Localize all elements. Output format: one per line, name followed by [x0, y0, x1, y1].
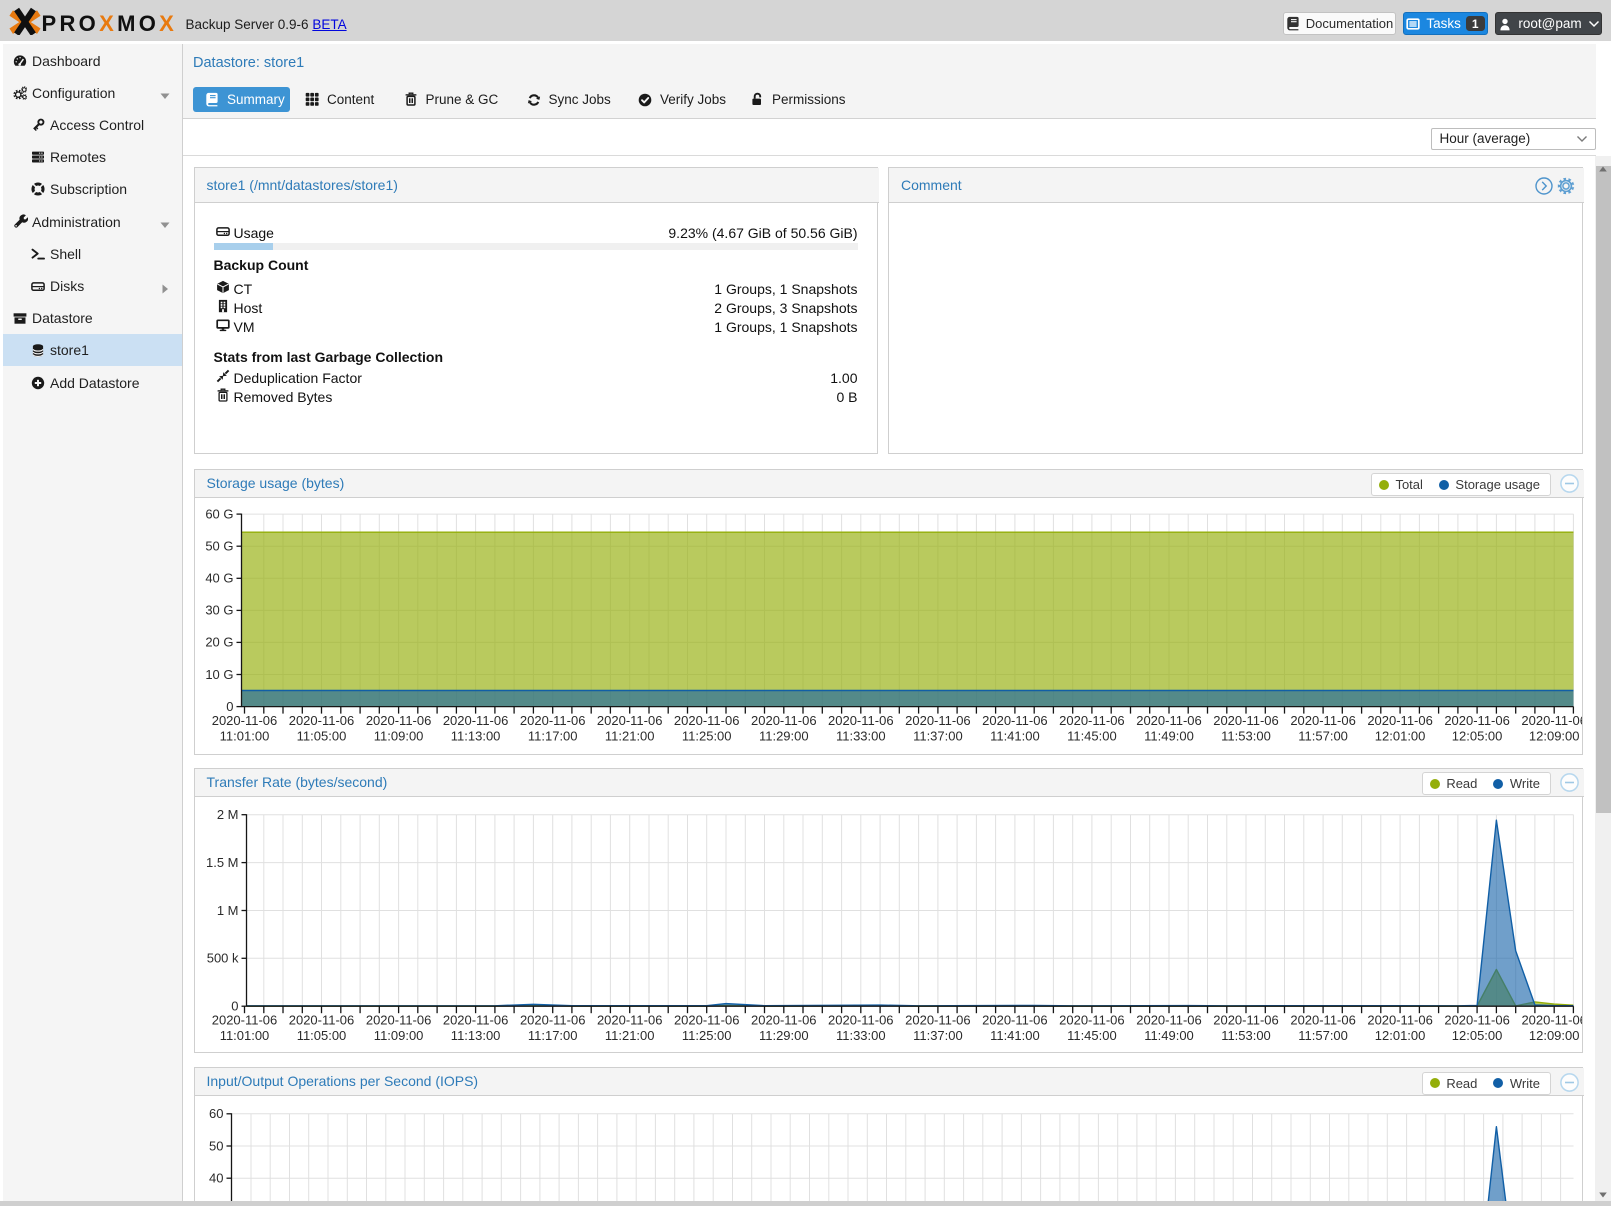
svg-text:2020-11-06: 2020-11-06	[905, 1013, 970, 1028]
svg-text:2020-11-06: 2020-11-06	[1213, 713, 1279, 728]
svg-text:2020-11-06: 2020-11-06	[1136, 713, 1202, 728]
svg-text:11:05:00: 11:05:00	[296, 1028, 346, 1043]
svg-text:12:09:00: 12:09:00	[1528, 729, 1579, 744]
svg-text:2020-11-06: 2020-11-06	[442, 1013, 507, 1028]
svg-text:40: 40	[209, 1170, 223, 1185]
svg-text:11:21:00: 11:21:00	[604, 1028, 654, 1043]
svg-text:2 M: 2 M	[216, 807, 238, 822]
svg-text:11:25:00: 11:25:00	[681, 1028, 731, 1043]
svg-text:2020-11-06: 2020-11-06	[673, 713, 739, 728]
svg-text:12:01:00: 12:01:00	[1374, 1028, 1425, 1043]
svg-text:500 k: 500 k	[206, 951, 238, 966]
svg-text:2020-11-06: 2020-11-06	[519, 713, 585, 728]
svg-text:11:01:00: 11:01:00	[219, 1028, 269, 1043]
svg-text:11:53:00: 11:53:00	[1221, 1028, 1271, 1043]
svg-text:11:37:00: 11:37:00	[913, 729, 963, 744]
svg-text:2020-11-06: 2020-11-06	[982, 713, 1048, 728]
svg-text:12:01:00: 12:01:00	[1374, 729, 1425, 744]
svg-text:11:29:00: 11:29:00	[759, 1028, 809, 1043]
svg-text:2020-11-06: 2020-11-06	[1059, 1013, 1124, 1028]
svg-text:11:09:00: 11:09:00	[373, 1028, 423, 1043]
svg-text:0: 0	[231, 998, 238, 1013]
svg-text:50 G: 50 G	[205, 539, 233, 554]
svg-text:2020-11-06: 2020-11-06	[596, 713, 662, 728]
svg-text:1.5 M: 1.5 M	[206, 855, 238, 870]
svg-text:2020-11-06: 2020-11-06	[211, 713, 277, 728]
svg-text:2020-11-06: 2020-11-06	[596, 1013, 661, 1028]
svg-text:11:09:00: 11:09:00	[373, 729, 423, 744]
svg-text:2020-11-06: 2020-11-06	[519, 1013, 584, 1028]
svg-text:11:01:00: 11:01:00	[219, 729, 269, 744]
svg-text:11:41:00: 11:41:00	[990, 1028, 1040, 1043]
svg-text:2020-11-06: 2020-11-06	[1059, 713, 1125, 728]
svg-text:2020-11-06: 2020-11-06	[365, 713, 431, 728]
svg-text:2020-11-06: 2020-11-06	[751, 713, 817, 728]
svg-text:2020-11-06: 2020-11-06	[673, 1013, 738, 1028]
svg-text:11:33:00: 11:33:00	[835, 729, 885, 744]
svg-text:2020-11-06: 2020-11-06	[1290, 1013, 1355, 1028]
svg-text:2020-11-06: 2020-11-06	[828, 1013, 893, 1028]
svg-text:11:17:00: 11:17:00	[527, 729, 577, 744]
svg-text:11:25:00: 11:25:00	[681, 729, 731, 744]
svg-text:2020-11-06: 2020-11-06	[1444, 713, 1510, 728]
svg-text:11:53:00: 11:53:00	[1221, 729, 1271, 744]
svg-text:2020-11-06: 2020-11-06	[1444, 1013, 1509, 1028]
svg-text:2020-11-06: 2020-11-06	[365, 1013, 430, 1028]
svg-text:40 G: 40 G	[205, 571, 233, 586]
svg-text:20 G: 20 G	[205, 635, 233, 650]
svg-text:11:13:00: 11:13:00	[450, 1028, 500, 1043]
svg-text:2020-11-06: 2020-11-06	[1367, 713, 1433, 728]
svg-text:2020-11-06: 2020-11-06	[1367, 1013, 1432, 1028]
svg-text:11:41:00: 11:41:00	[990, 729, 1040, 744]
svg-text:11:57:00: 11:57:00	[1298, 729, 1348, 744]
svg-text:2020-11-06: 2020-11-06	[211, 1013, 276, 1028]
svg-text:2020-11-06: 2020-11-06	[905, 713, 971, 728]
svg-text:11:37:00: 11:37:00	[913, 1028, 963, 1043]
svg-text:11:57:00: 11:57:00	[1298, 1028, 1348, 1043]
svg-text:11:49:00: 11:49:00	[1144, 729, 1194, 744]
svg-text:2020-11-06: 2020-11-06	[1290, 713, 1356, 728]
svg-text:60: 60	[209, 1106, 223, 1121]
svg-text:2020-11-06: 2020-11-06	[1136, 1013, 1201, 1028]
svg-text:2020-11-06: 2020-11-06	[982, 1013, 1047, 1028]
svg-text:11:17:00: 11:17:00	[527, 1028, 577, 1043]
svg-text:2020-11-06: 2020-11-06	[828, 713, 894, 728]
svg-text:11:45:00: 11:45:00	[1067, 729, 1117, 744]
svg-text:11:49:00: 11:49:00	[1144, 1028, 1194, 1043]
svg-text:12:05:00: 12:05:00	[1451, 1028, 1502, 1043]
svg-text:2020-11-06: 2020-11-06	[442, 713, 508, 728]
svg-text:11:45:00: 11:45:00	[1067, 1028, 1117, 1043]
svg-text:PROXMOX: PROXMOX	[42, 11, 178, 35]
svg-text:2020-11-06: 2020-11-06	[288, 1013, 353, 1028]
svg-text:1 M: 1 M	[216, 903, 238, 918]
svg-text:12:09:00: 12:09:00	[1528, 1028, 1579, 1043]
svg-text:12:05:00: 12:05:00	[1451, 729, 1502, 744]
svg-text:30 G: 30 G	[205, 603, 233, 618]
svg-text:0: 0	[226, 699, 233, 714]
svg-text:2020-11-06: 2020-11-06	[1521, 713, 1582, 728]
svg-text:11:29:00: 11:29:00	[758, 729, 808, 744]
svg-text:60 G: 60 G	[205, 507, 233, 522]
svg-text:2020-11-06: 2020-11-06	[1213, 1013, 1278, 1028]
svg-text:11:13:00: 11:13:00	[450, 729, 500, 744]
svg-text:50: 50	[209, 1138, 223, 1153]
svg-text:11:21:00: 11:21:00	[604, 729, 654, 744]
svg-text:2020-11-06: 2020-11-06	[288, 713, 354, 728]
svg-text:2020-11-06: 2020-11-06	[1521, 1013, 1582, 1028]
svg-text:2020-11-06: 2020-11-06	[751, 1013, 816, 1028]
svg-text:11:05:00: 11:05:00	[296, 729, 346, 744]
svg-text:10 G: 10 G	[205, 667, 233, 682]
svg-text:11:33:00: 11:33:00	[836, 1028, 886, 1043]
